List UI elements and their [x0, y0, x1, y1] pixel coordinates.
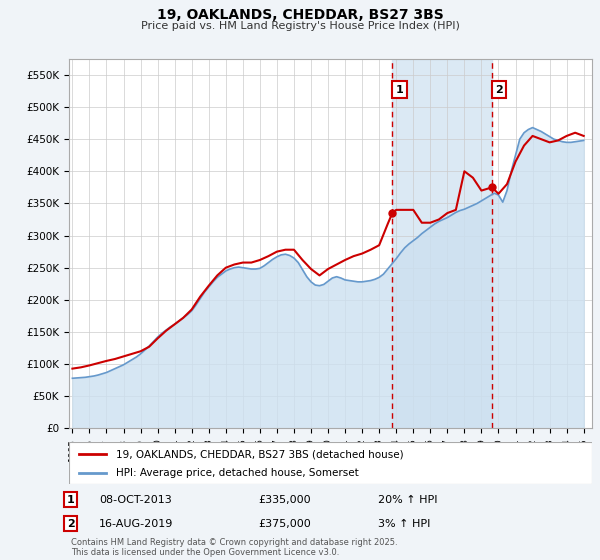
Text: 19, OAKLANDS, CHEDDAR, BS27 3BS: 19, OAKLANDS, CHEDDAR, BS27 3BS — [157, 8, 443, 22]
Text: HPI: Average price, detached house, Somerset: HPI: Average price, detached house, Some… — [116, 468, 359, 478]
Text: Contains HM Land Registry data © Crown copyright and database right 2025.
This d: Contains HM Land Registry data © Crown c… — [71, 538, 397, 557]
Text: 08-OCT-2013: 08-OCT-2013 — [99, 494, 172, 505]
Text: £375,000: £375,000 — [258, 519, 311, 529]
Text: 3% ↑ HPI: 3% ↑ HPI — [378, 519, 430, 529]
Bar — [392, 59, 492, 428]
Text: 19, OAKLANDS, CHEDDAR, BS27 3BS (detached house): 19, OAKLANDS, CHEDDAR, BS27 3BS (detache… — [116, 449, 404, 459]
Text: £335,000: £335,000 — [258, 494, 311, 505]
Text: 20% ↑ HPI: 20% ↑ HPI — [378, 494, 437, 505]
Text: 16-AUG-2019: 16-AUG-2019 — [99, 519, 173, 529]
Text: 2: 2 — [496, 85, 503, 95]
FancyBboxPatch shape — [69, 442, 592, 484]
Text: 2: 2 — [67, 519, 74, 529]
Text: 1: 1 — [67, 494, 74, 505]
Text: 1: 1 — [396, 85, 403, 95]
Text: Price paid vs. HM Land Registry's House Price Index (HPI): Price paid vs. HM Land Registry's House … — [140, 21, 460, 31]
